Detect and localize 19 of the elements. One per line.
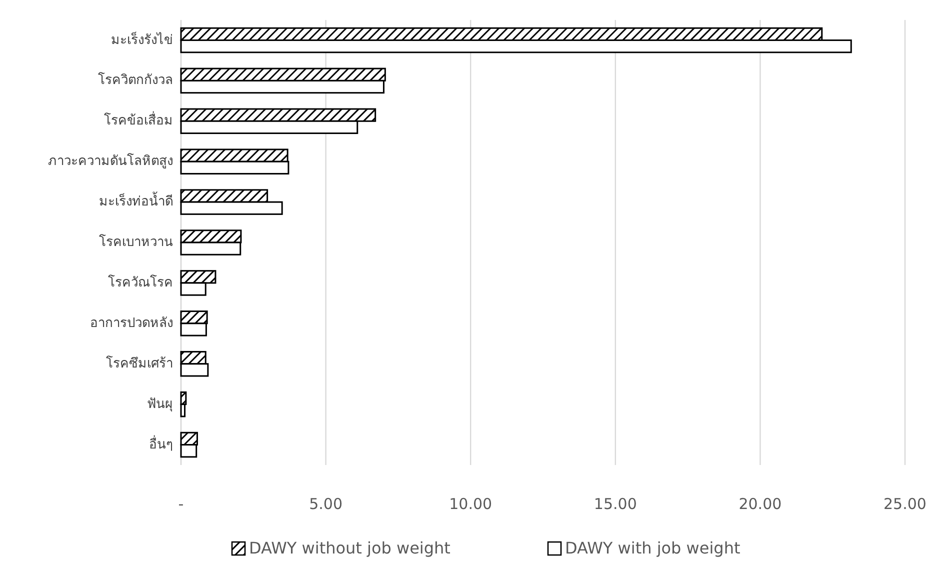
y-tick-label: โรคข้อเสื่อม: [104, 112, 173, 129]
y-tick-label: ฟันผุ: [147, 396, 173, 412]
y-tick-label: โรคเบาหวาน: [99, 234, 173, 250]
x-tick-label: 20.00: [738, 495, 782, 514]
y-tick-label: มะเร็งท่อน้ำดี: [99, 192, 173, 210]
x-tick-label: 15.00: [594, 495, 637, 514]
y-tick-label: อื่นๆ: [149, 435, 173, 452]
y-tick-label: โรควัณโรค: [108, 274, 173, 291]
y-tick-label: อาการปวดหลัง: [90, 316, 173, 331]
legend-label: DAWY without job weight: [249, 538, 450, 558]
x-tick-label: 25.00: [884, 495, 926, 514]
y-tick-label: โรควิตกกังวล: [98, 72, 173, 88]
y-tick-label: โรคซึมเศร้า: [106, 355, 173, 372]
x-tick-label: 10.00: [449, 495, 492, 514]
x-tick-label: -: [178, 495, 184, 514]
legend-label: DAWY with job weight: [565, 538, 740, 558]
y-tick-label: ภาวะความดันโลหิตสูง: [48, 153, 173, 170]
y-tick-label: มะเร็งรังไข่: [111, 30, 173, 48]
x-tick-label: 5.00: [309, 495, 343, 514]
